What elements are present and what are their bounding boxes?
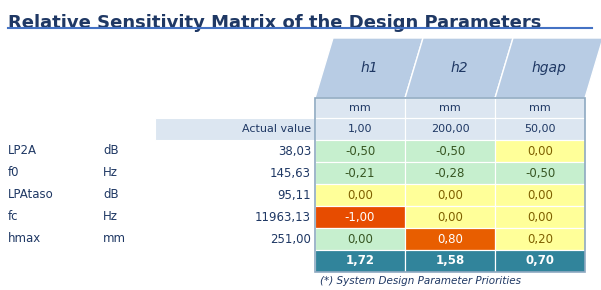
Bar xyxy=(405,162,495,184)
Text: Hz: Hz xyxy=(103,211,118,224)
Text: -0,28: -0,28 xyxy=(435,166,465,180)
Bar xyxy=(405,184,495,206)
Bar xyxy=(495,228,585,250)
Polygon shape xyxy=(495,38,601,98)
Bar xyxy=(315,250,405,272)
Text: 0,20: 0,20 xyxy=(527,233,553,246)
Text: -0,50: -0,50 xyxy=(525,166,555,180)
Bar xyxy=(315,98,405,118)
Text: 0,00: 0,00 xyxy=(437,188,463,202)
Bar xyxy=(405,140,495,162)
Text: 0,00: 0,00 xyxy=(437,211,463,224)
Bar xyxy=(495,206,585,228)
Bar xyxy=(495,250,585,272)
Bar xyxy=(495,98,585,118)
Text: f0: f0 xyxy=(8,166,19,180)
Text: 11963,13: 11963,13 xyxy=(255,211,311,224)
Text: 1,58: 1,58 xyxy=(435,255,465,267)
Text: hgap: hgap xyxy=(532,61,566,75)
Text: 0,00: 0,00 xyxy=(347,188,373,202)
Text: mm: mm xyxy=(439,103,461,113)
Text: 38,03: 38,03 xyxy=(278,144,311,157)
Text: Hz: Hz xyxy=(103,166,118,180)
Text: Actual value: Actual value xyxy=(242,124,311,134)
Text: 0,00: 0,00 xyxy=(527,211,553,224)
Text: Relative Sensitivity Matrix of the Design Parameters: Relative Sensitivity Matrix of the Desig… xyxy=(8,14,542,32)
Bar xyxy=(495,140,585,162)
Text: (*) System Design Parameter Priorities: (*) System Design Parameter Priorities xyxy=(320,276,521,286)
Bar xyxy=(315,162,405,184)
Bar xyxy=(315,206,405,228)
Text: 200,00: 200,00 xyxy=(431,124,469,134)
Polygon shape xyxy=(405,38,513,98)
Text: 1,00: 1,00 xyxy=(348,124,372,134)
Text: -0,50: -0,50 xyxy=(345,144,375,157)
Bar xyxy=(315,140,405,162)
Text: 95,11: 95,11 xyxy=(278,188,311,202)
Bar xyxy=(405,206,495,228)
Bar xyxy=(315,228,405,250)
Bar xyxy=(315,118,405,140)
Bar xyxy=(315,184,405,206)
Text: mm: mm xyxy=(103,233,126,246)
Text: mm: mm xyxy=(529,103,551,113)
Text: 0,00: 0,00 xyxy=(527,144,553,157)
Text: h1: h1 xyxy=(360,61,378,75)
Bar xyxy=(405,118,495,140)
Bar xyxy=(495,118,585,140)
Text: h2: h2 xyxy=(450,61,468,75)
Text: LPAtaso: LPAtaso xyxy=(8,188,53,202)
Text: 0,80: 0,80 xyxy=(437,233,463,246)
Text: 0,00: 0,00 xyxy=(527,188,553,202)
Text: 1,72: 1,72 xyxy=(346,255,374,267)
Text: 251,00: 251,00 xyxy=(270,233,311,246)
Bar xyxy=(405,250,495,272)
Text: 0,00: 0,00 xyxy=(347,233,373,246)
Text: 0,70: 0,70 xyxy=(525,255,555,267)
Bar xyxy=(155,118,315,140)
Text: -0,21: -0,21 xyxy=(345,166,375,180)
Text: 50,00: 50,00 xyxy=(524,124,556,134)
Bar xyxy=(405,98,495,118)
Text: -0,50: -0,50 xyxy=(435,144,465,157)
Text: fc: fc xyxy=(8,211,19,224)
Text: dB: dB xyxy=(103,144,118,157)
Text: dB: dB xyxy=(103,188,118,202)
Text: -1,00: -1,00 xyxy=(345,211,375,224)
Text: hmax: hmax xyxy=(8,233,41,246)
Bar xyxy=(495,184,585,206)
Bar xyxy=(495,162,585,184)
Bar xyxy=(405,228,495,250)
Text: mm: mm xyxy=(349,103,371,113)
Text: 145,63: 145,63 xyxy=(270,166,311,180)
Polygon shape xyxy=(315,38,423,98)
Text: LP2A: LP2A xyxy=(8,144,37,157)
Bar xyxy=(315,98,585,272)
